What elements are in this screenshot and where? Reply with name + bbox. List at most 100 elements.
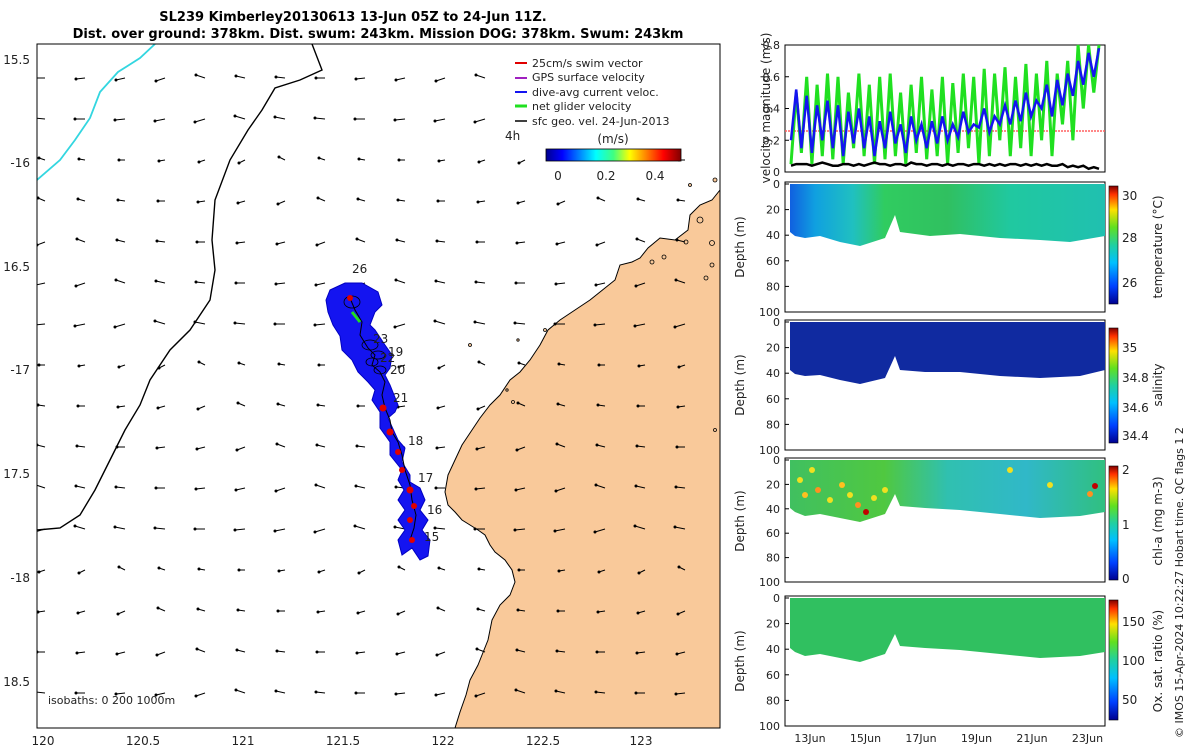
current-vector-head <box>355 444 359 448</box>
current-vector-head <box>314 690 318 694</box>
velocity-y-tick: 0.2 <box>763 134 781 147</box>
current-vector-arrow <box>395 692 406 695</box>
current-vector-head <box>116 405 120 409</box>
current-vector-head <box>236 401 240 405</box>
current-vector-arrow <box>194 321 206 325</box>
current-vector-arrow <box>595 691 606 694</box>
current-vector-arrow <box>74 323 86 327</box>
isobath-1000m <box>37 44 156 181</box>
current-vector-head <box>517 161 521 165</box>
current-vector-head <box>317 156 321 160</box>
speed-tick: 0 <box>554 169 562 183</box>
depth-axis-ticks: 0204060801000204060801000204060801000204… <box>759 178 789 733</box>
current-vector-arrow <box>474 118 486 123</box>
time-axis-ticks: 13Jun 15Jun 17Jun 19Jun 21Jun 23Jun <box>794 732 1103 745</box>
day-label: 22 <box>380 351 395 365</box>
current-vector-head <box>595 443 599 447</box>
current-vector-arrow <box>355 77 366 80</box>
current-vector-head <box>154 486 158 490</box>
current-vector-head <box>676 612 680 616</box>
current-vector-arrow <box>435 692 446 696</box>
current-vector-head <box>556 609 560 613</box>
oxygen-tick: 100 <box>1122 654 1145 668</box>
current-vector-arrow <box>674 323 686 328</box>
chlorophyll-hotspot <box>809 467 815 473</box>
current-vector-head <box>675 238 679 242</box>
map-panel: SL239 Kimberley20130613 13-Jun 05Z to 24… <box>3 10 721 748</box>
current-vector-head <box>595 650 599 654</box>
current-vector-head <box>355 237 359 241</box>
current-vector-arrow <box>555 282 566 285</box>
day-label: 19 <box>388 345 403 359</box>
current-vector-head <box>157 566 161 570</box>
salinity-ylabel: Depth (m) <box>733 354 747 415</box>
current-vector-head <box>594 690 598 694</box>
current-vector-arrow <box>114 526 126 530</box>
current-vector-arrow <box>434 320 446 325</box>
chlorophyll-hotspots <box>797 467 1098 515</box>
current-vector-head <box>516 608 520 612</box>
current-vector-head <box>397 565 401 569</box>
current-vector-head <box>677 365 681 369</box>
time-tick: 19Jun <box>961 732 992 745</box>
current-vector-head <box>276 402 280 406</box>
current-vector-head <box>314 483 318 487</box>
legend-diveavg-label: dive-avg current veloc. <box>532 86 659 99</box>
current-vector-head <box>275 649 279 653</box>
current-vector-arrow <box>395 77 406 81</box>
current-vector-arrow <box>275 690 286 694</box>
depth-tick: 20 <box>766 342 780 355</box>
oxygen-tick: 50 <box>1122 693 1137 707</box>
legend-gps-label: GPS surface velocity <box>532 71 645 84</box>
current-vector-head <box>596 403 600 407</box>
current-vector-head <box>114 278 118 282</box>
current-vector-head <box>76 611 80 615</box>
current-vector-head <box>676 405 680 409</box>
current-vector-head <box>557 362 561 366</box>
current-vector-head <box>474 280 478 284</box>
current-vector-head <box>597 570 601 574</box>
current-vector-head <box>433 319 437 323</box>
depth-tick: 80 <box>766 280 780 293</box>
current-vector-arrow <box>155 77 166 82</box>
lon-tick: 121.5 <box>326 734 360 748</box>
current-vector-head <box>237 568 241 572</box>
current-vector-head <box>437 159 441 163</box>
map-legend: 25cm/s swim vector GPS surface velocity … <box>505 52 688 143</box>
lon-tick: 122 <box>432 734 455 748</box>
current-vector-arrow <box>475 487 486 490</box>
current-vector-head <box>515 241 519 245</box>
current-vector-head <box>395 652 399 656</box>
time-tick: 21Jun <box>1016 732 1047 745</box>
depth-tick: 40 <box>766 643 780 656</box>
depth-tick: 40 <box>766 503 780 516</box>
current-vector-arrow <box>114 323 126 328</box>
current-vector-head <box>553 529 557 533</box>
chlorophyll-tick: 2 <box>1122 463 1130 477</box>
current-vector-arrow <box>674 526 686 530</box>
current-vector-head <box>193 320 197 324</box>
depth-tick: 40 <box>766 229 780 242</box>
chlorophyll-colorbar <box>1108 465 1119 581</box>
chlorophyll-panel: Depth (m) chl-a (mg m-3) 2 1 0 <box>733 457 1165 586</box>
current-vector-head <box>156 199 160 203</box>
legend-net-label: net glider velocity <box>532 100 632 113</box>
net-velocity-green-segment <box>350 311 362 323</box>
salinity-tick: 34.8 <box>1122 371 1149 385</box>
current-vector-head <box>596 610 600 614</box>
depth-tick: 20 <box>766 204 780 217</box>
salinity-tick: 34.4 <box>1122 429 1149 443</box>
current-vector-head <box>515 648 519 652</box>
current-vector-head <box>396 612 400 616</box>
current-vector-arrow <box>154 118 166 122</box>
current-vector-head <box>154 79 158 83</box>
velocity-ylabel: velocity magnitude (m/s) <box>759 33 773 184</box>
chlorophyll-hotspot <box>871 495 877 501</box>
current-vector-head <box>354 77 358 81</box>
current-vector-head <box>114 78 118 82</box>
current-vector-head <box>237 361 241 365</box>
depth-tick: 60 <box>766 393 780 406</box>
current-vector-head <box>437 566 441 570</box>
current-vector-head <box>637 364 641 368</box>
lat-tick: 16.5 <box>3 260 30 274</box>
